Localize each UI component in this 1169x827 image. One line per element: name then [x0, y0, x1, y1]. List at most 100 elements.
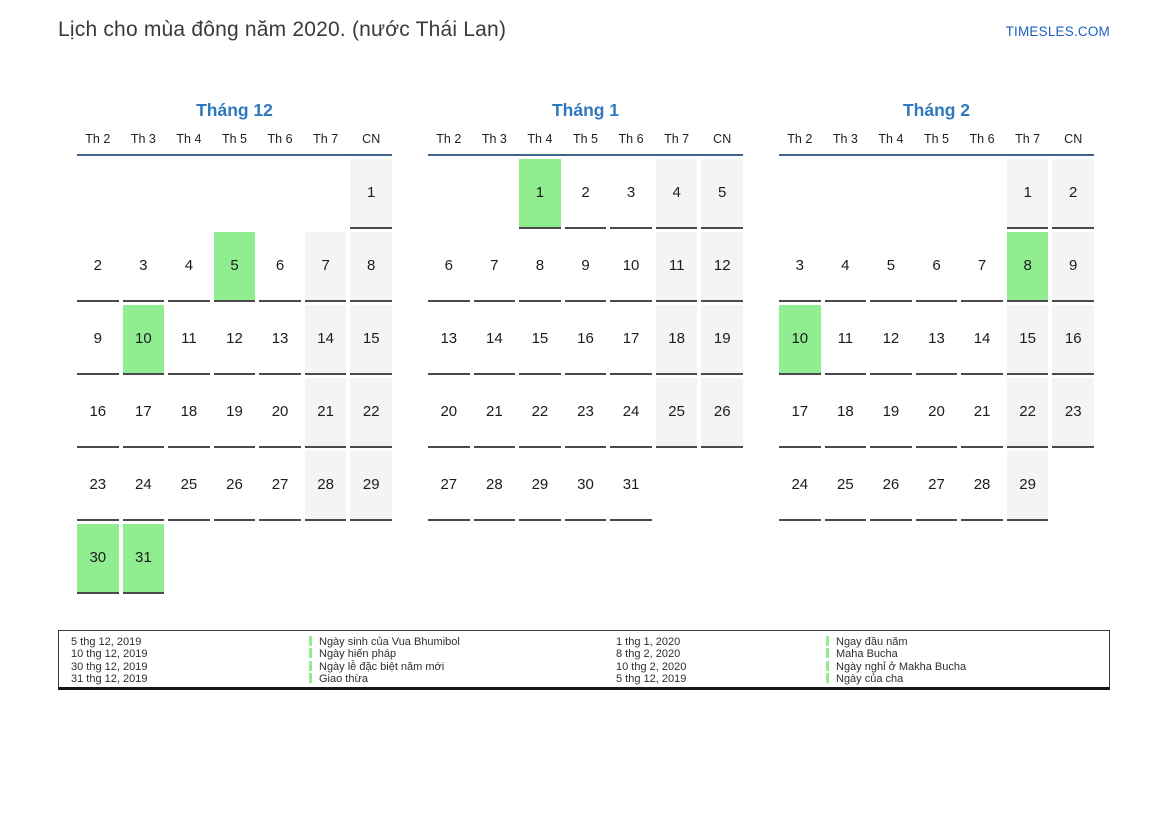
weekday-label: Th 3 — [832, 131, 858, 146]
day-cell: 4 — [168, 231, 210, 302]
legend-item-label: Ngày nghỉ ở Makha Bucha — [826, 660, 1109, 673]
legend-item-label: Ngày hiến pháp — [309, 648, 616, 660]
calendar-thang-12: Tháng 12 Th 2 Th 3 Th 4 Th 5 Th 6 Th 7 CN 1 2 3 4 5 6… — [77, 84, 392, 594]
legend-label-text: Maha Bucha — [836, 648, 898, 661]
day-cell: 23 — [564, 377, 607, 448]
day-cell: 16 — [1052, 304, 1094, 375]
empty-cell — [123, 159, 165, 229]
day-cell: 23 — [1052, 377, 1094, 448]
day-cell: 10 — [122, 304, 165, 375]
day-cell: 19 — [870, 377, 912, 448]
weekday-label: Th 5 — [923, 131, 949, 146]
day-cell: 18 — [824, 377, 867, 448]
day-cell: 5 — [870, 231, 912, 302]
weekday-label: Th 4 — [176, 131, 202, 146]
site-logo-link[interactable]: TIMESLES.COM — [1005, 24, 1110, 39]
day-cell: 6 — [259, 231, 301, 302]
day-cell: 1 — [519, 158, 561, 229]
day-cell: 13 — [259, 304, 301, 375]
weekday-label: Th 7 — [664, 131, 690, 146]
day-cell: 2 — [564, 158, 607, 229]
day-cell: 7 — [961, 231, 1003, 302]
empty-cell — [259, 159, 301, 229]
day-cell: 26 — [870, 450, 912, 521]
holiday-marker-icon — [309, 636, 312, 646]
day-cell: 20 — [428, 377, 470, 448]
weekday-label: Th 5 — [221, 131, 247, 146]
day-cell: 10 — [779, 304, 821, 375]
legend-item-label: Ngày sinh của Vua Bhumibol — [309, 636, 616, 648]
weekday-label: Th 5 — [572, 131, 598, 146]
day-cell: 3 — [610, 158, 652, 229]
legend-date: 10 thg 12, 2019 — [71, 648, 148, 661]
legend-item-label: Ngày lễ đặc biệt năm mới — [309, 660, 616, 673]
day-cell: 19 — [701, 304, 743, 375]
day-cell: 24 — [122, 450, 165, 521]
weekday-label: Th 2 — [436, 131, 462, 146]
month-title: Tháng 1 — [551, 99, 620, 120]
legend-date: 1 thg 1, 2020 — [616, 636, 681, 648]
legend-item-label: Ngay đầu năm — [826, 636, 1109, 648]
weekday-label: Th 6 — [969, 131, 995, 146]
day-cell: 2 — [77, 231, 119, 302]
day-cell: 7 — [473, 231, 516, 302]
legend-item-label: Giao thừa — [309, 673, 616, 685]
empty-cell — [961, 159, 1003, 229]
day-cell: 4 — [655, 158, 698, 229]
month-grid: 1 2 3 4 5 6 7 8 9 10 11 12 13 14 15 16 17 18 19 20 21 22 23 24 2… — [779, 158, 1094, 521]
month-title: Tháng 12 — [196, 99, 273, 120]
day-cell: 4 — [824, 231, 867, 302]
weekday-label: Th 3 — [481, 131, 507, 146]
legend-date: 8 thg 2, 2020 — [616, 648, 681, 661]
legend-label-text: Ngày của cha — [836, 673, 904, 686]
empty-cell — [701, 451, 743, 521]
page-title: Lịch cho mùa đông năm 2020. (nước Thái L… — [58, 18, 507, 41]
day-cell: 1 — [350, 158, 392, 229]
empty-cell — [916, 159, 958, 229]
day-cell: 12 — [701, 231, 743, 302]
calendar-thang-2: Tháng 2 Th 2 Th 3 Th 4 Th 5 Th 6 Th 7 CN 1 2 3 4 5 6 7… — [779, 84, 1094, 594]
holiday-marker-icon — [309, 673, 312, 684]
day-cell: 20 — [259, 377, 301, 448]
day-cell: 16 — [564, 304, 607, 375]
weekday-label: Th 4 — [527, 131, 553, 146]
day-cell: 24 — [779, 450, 821, 521]
weekday-label: Th 6 — [267, 131, 293, 146]
day-cell: 24 — [610, 377, 652, 448]
legend-item-label: Ngày của cha — [826, 673, 1109, 685]
empty-cell — [168, 524, 210, 594]
day-cell: 18 — [168, 377, 210, 448]
day-cell: 8 — [519, 231, 561, 302]
day-cell: 19 — [213, 377, 256, 448]
day-cell: 12 — [213, 304, 256, 375]
day-cell: 6 — [915, 231, 958, 302]
day-cell: 3 — [122, 231, 165, 302]
weekday-label: Th 3 — [130, 131, 156, 146]
day-cell: 17 — [122, 377, 165, 448]
empty-cell — [350, 524, 392, 594]
day-cell: 8 — [1006, 231, 1049, 302]
legend-label-text: Ngày sinh của Vua Bhumibol — [319, 636, 460, 648]
day-cell: 31 — [610, 450, 652, 521]
day-cell: 29 — [350, 450, 392, 521]
day-cell: 9 — [77, 304, 119, 375]
day-cell: 29 — [1006, 450, 1049, 521]
holiday-marker-icon — [309, 648, 312, 659]
empty-cell — [168, 159, 210, 229]
legend-label-text: Ngày hiến pháp — [319, 648, 397, 661]
legend-date: 31 thg 12, 2019 — [71, 673, 148, 686]
day-cell: 14 — [961, 304, 1003, 375]
day-cell: 9 — [564, 231, 607, 302]
day-cell: 1 — [1006, 158, 1049, 229]
month-title: Tháng 2 — [902, 99, 971, 120]
legend-label-text: Ngày lễ đặc biệt năm mới — [319, 660, 445, 673]
holiday-marker-icon — [826, 648, 829, 659]
month-grid: 1 2 3 4 5 6 7 8 9 10 11 12 13 14 15 16 17 18 19 20 21 22 23 24 2… — [428, 158, 743, 521]
day-cell: 22 — [1006, 377, 1049, 448]
day-cell: 3 — [779, 231, 821, 302]
day-cell: 30 — [564, 450, 607, 521]
legend-grid: 5 thg 12, 2019 Ngày sinh của Vua Bhumibol… — [71, 636, 1109, 686]
calendar-thang-1: Tháng 1 Th 2 Th 3 Th 4 Th 5 Th 6 Th 7 CN 1 2 3 4 5 6 7… — [428, 84, 743, 594]
empty-cell — [1052, 451, 1094, 521]
